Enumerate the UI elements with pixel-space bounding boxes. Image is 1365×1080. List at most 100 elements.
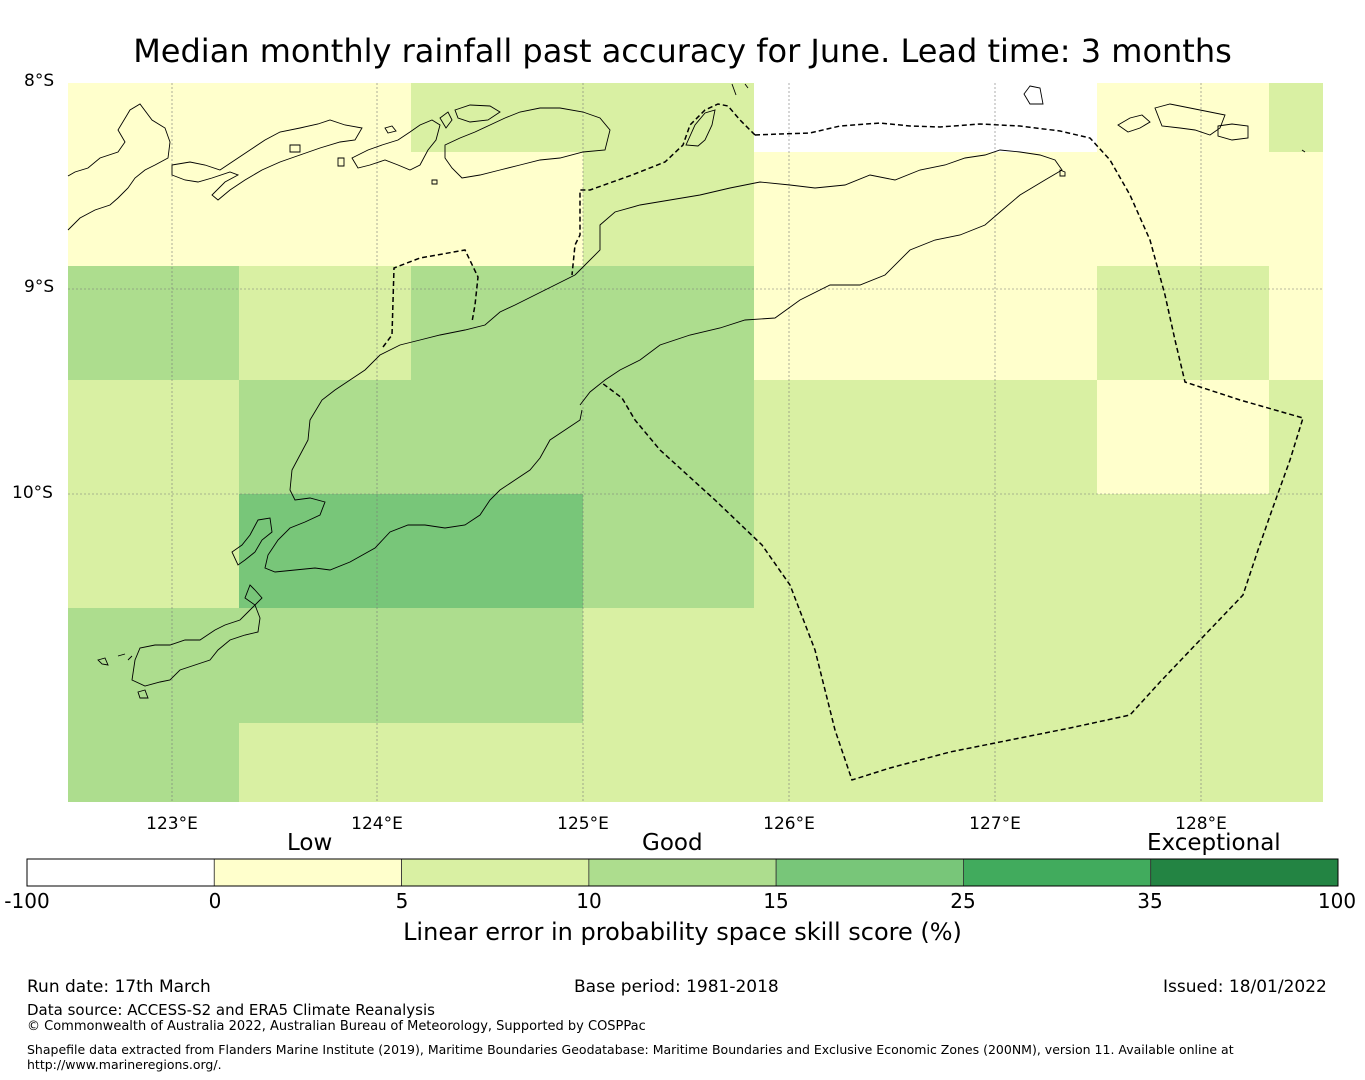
grid-cell: [411, 266, 583, 380]
grid-cell: [583, 152, 754, 266]
grid-cell: [754, 152, 926, 266]
grid-cell: [583, 494, 754, 608]
colorbar-segment: [213, 858, 402, 887]
grid-cell: [1097, 723, 1269, 802]
lat-label-8s: 8°S: [24, 71, 55, 91]
grid-cell: [583, 380, 754, 494]
colorbar-segment: [26, 858, 215, 887]
colorbar-tick: 25: [950, 889, 976, 913]
grid-cell: [68, 83, 239, 152]
grid-cell: [239, 152, 411, 266]
grid-cell: [68, 152, 239, 266]
lon-label-127e: 127°E: [969, 814, 1021, 834]
grid-cell: [754, 723, 926, 802]
grid-cell: [1269, 152, 1323, 266]
issued-date: Issued: 18/01/2022: [1163, 977, 1327, 997]
colorbar-tick: 100: [1317, 889, 1357, 913]
lon-label-125e: 125°E: [557, 814, 609, 834]
colorbar-segment: [1150, 858, 1339, 887]
grid-cell: [926, 266, 1097, 380]
grid-cell: [411, 152, 583, 266]
grid-cell: [239, 723, 411, 802]
grid-cell: [754, 83, 926, 152]
lon-label-123e: 123°E: [146, 814, 198, 834]
grid-cell: [926, 83, 1097, 152]
grid-cell: [411, 494, 583, 608]
colorbar: [26, 858, 1339, 887]
graticule: [68, 83, 1323, 802]
colorbar-tick: -100: [4, 889, 50, 913]
grid-cell: [1097, 266, 1269, 380]
skill-grid: [68, 83, 1323, 802]
colorbar-tick: 10: [576, 889, 602, 913]
colorbar-category-exceptional: Exceptional: [1147, 830, 1281, 856]
grid-cell: [411, 380, 583, 494]
grid-cell: [1269, 380, 1323, 494]
grid-cell: [754, 266, 926, 380]
grid-cell: [411, 723, 583, 802]
grid-cell: [926, 608, 1097, 723]
grid-cell: [1269, 266, 1323, 380]
grid-cell: [239, 380, 411, 494]
grid-cell: [926, 380, 1097, 494]
colorbar-segment: [588, 858, 777, 887]
colorbar-label: Linear error in probability space skill …: [403, 918, 962, 946]
grid-cell: [1097, 608, 1269, 723]
grid-cell: [583, 608, 754, 723]
grid-cell: [1269, 83, 1323, 152]
colorbar-tick: 0: [208, 889, 222, 913]
grid-cell: [926, 494, 1097, 608]
grid-cell: [583, 83, 754, 152]
lon-label-126e: 126°E: [763, 814, 815, 834]
grid-cell: [239, 266, 411, 380]
grid-cell: [239, 608, 411, 723]
colorbar-tick: 15: [763, 889, 789, 913]
shapefile-credit-line1: Shapefile data extracted from Flanders M…: [27, 1042, 1234, 1057]
grid-cell: [239, 83, 411, 152]
grid-cell: [411, 608, 583, 723]
colorbar-segment: [401, 858, 590, 887]
grid-cell: [68, 494, 239, 608]
grid-cell: [411, 83, 583, 152]
grid-cell: [68, 723, 239, 802]
chart-title: Median monthly rainfall past accuracy fo…: [133, 32, 1232, 70]
shapefile-credit-line2: http://www.marineregions.org/.: [27, 1057, 222, 1072]
copyright: © Commonwealth of Australia 2022, Austra…: [27, 1019, 646, 1034]
grid-cell: [1097, 494, 1269, 608]
grid-cell: [926, 152, 1097, 266]
grid-cell: [754, 608, 926, 723]
lat-label-9s: 9°S: [24, 277, 55, 297]
lat-label-10s: 10°S: [12, 483, 53, 503]
colorbar-category-good: Good: [642, 830, 703, 856]
coastlines: [67, 83, 1306, 699]
coastline-timor: [574, 149, 1063, 406]
colorbar-segment: [963, 858, 1152, 887]
colorbar-category-low: Low: [287, 830, 333, 856]
grid-cell: [1097, 380, 1269, 494]
run-date: Run date: 17th March: [27, 977, 211, 997]
grid-cell: [1097, 152, 1269, 266]
data-source: Data source: ACCESS-S2 and ERA5 Climate …: [27, 1001, 435, 1019]
grid-cell: [68, 608, 239, 723]
grid-cell: [583, 723, 754, 802]
colorbar-tick: 5: [395, 889, 409, 913]
coastline-flores-alor: [67, 103, 171, 231]
colorbar-segment: [775, 858, 964, 887]
grid-cell: [68, 266, 239, 380]
lon-label-124e: 124°E: [351, 814, 403, 834]
grid-cell: [926, 723, 1097, 802]
lon-label-128e: 128°E: [1175, 814, 1227, 834]
grid-cell: [754, 380, 926, 494]
grid-cell: [754, 494, 926, 608]
grid-cell: [1269, 723, 1323, 802]
grid-cell: [583, 266, 754, 380]
grid-cell: [68, 380, 239, 494]
coastline-rote: [231, 517, 273, 566]
grid-cell: [1269, 494, 1323, 608]
maritime-boundaries: [382, 103, 1304, 781]
grid-cell: [1269, 608, 1323, 723]
grid-cell: [1097, 83, 1269, 152]
colorbar-tick: 35: [1137, 889, 1163, 913]
colorbar-outline: [26, 858, 1339, 887]
